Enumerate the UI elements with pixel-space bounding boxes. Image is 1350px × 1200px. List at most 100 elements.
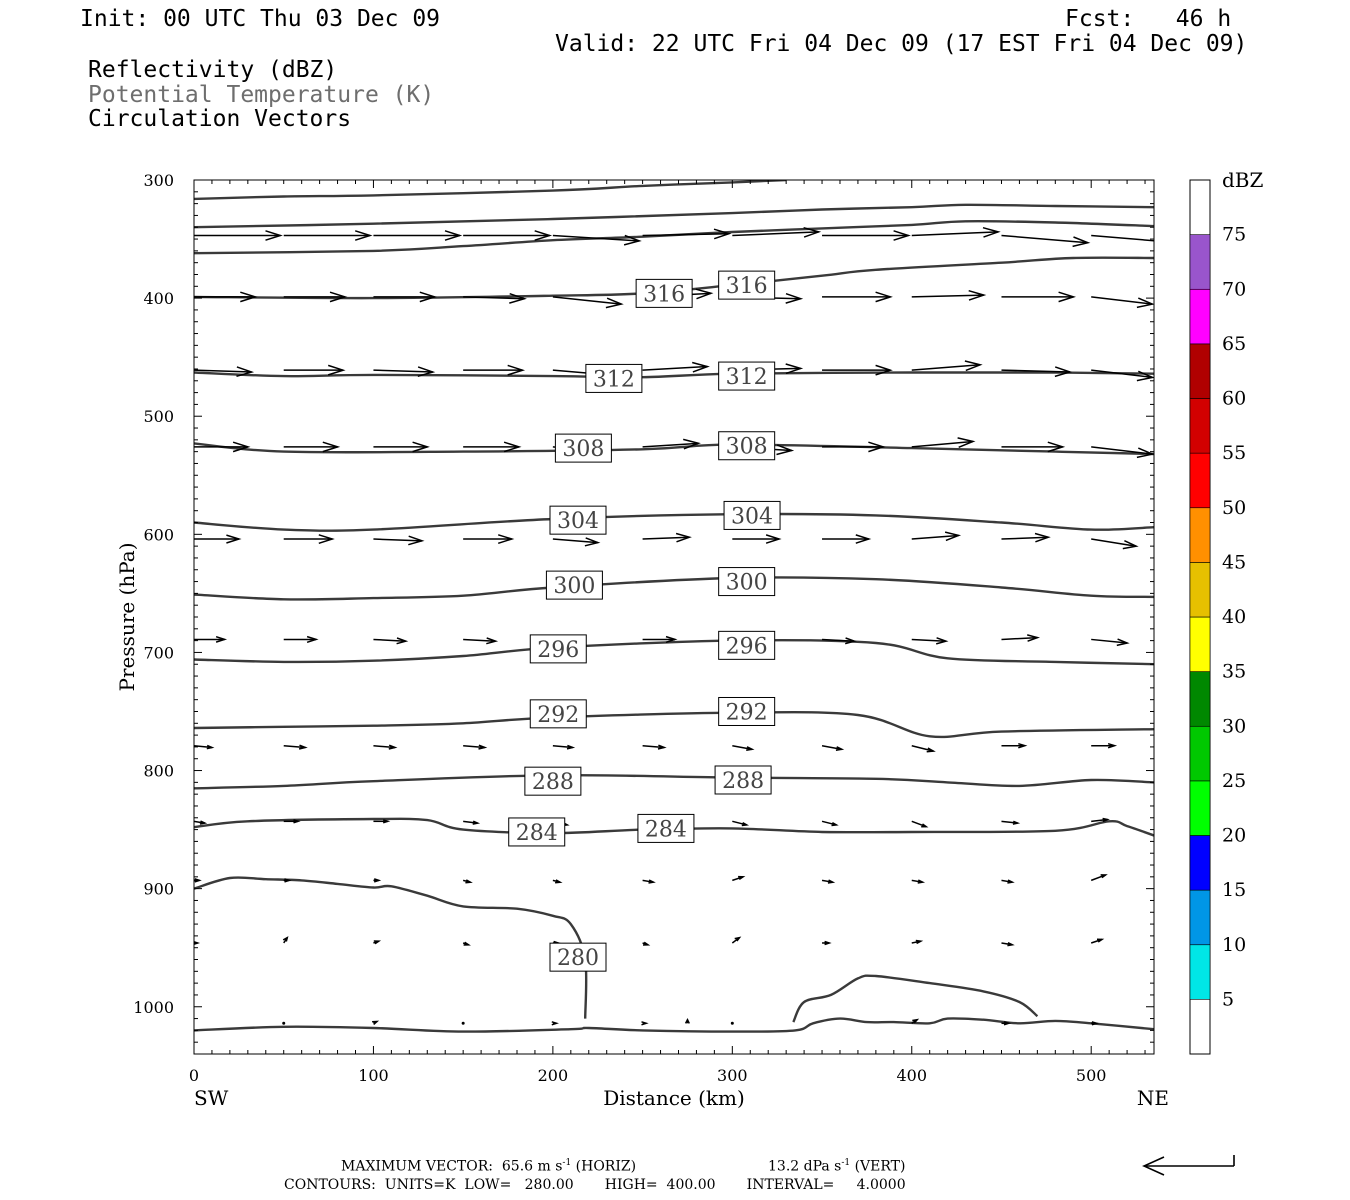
vector-head [322,441,341,453]
vector-head [240,291,258,303]
vector-head [915,939,924,945]
vector-head [1100,874,1108,879]
vector-arrow [373,637,409,645]
vector-arrow [463,820,481,825]
vector-head [534,230,553,241]
vector-arrow [463,292,527,304]
vector-arrow [283,441,341,453]
y-tick-label: 600 [143,525,174,544]
vector-shaft [911,534,959,540]
vector-arrow [461,1021,465,1025]
vector-head [478,744,488,750]
theta-contour-288 [194,774,1154,790]
vector-head [623,234,642,246]
theta-contour-280 [194,1017,1154,1033]
contour-label-text: 300 [553,574,595,599]
theta-contour-280 [792,974,1039,1023]
colorbar-swatch [1189,562,1211,618]
vector-arrow [194,534,242,544]
contour-label: 300 [545,570,603,600]
vector-arrow [463,534,515,545]
colorbar-swatch [1189,889,1211,946]
vector-head [1027,634,1041,642]
vector-head [354,230,373,241]
vector-head [964,360,983,372]
vector-head [1136,447,1154,459]
vector-arrow [373,230,463,241]
contour-label-text: 304 [557,509,599,534]
vector-arrow [911,360,983,372]
vector-arrow [911,879,926,884]
vector-head [738,875,746,881]
contour-label-box [635,278,693,308]
contour-label-box [718,696,776,726]
vector-arrow [462,941,471,946]
contour-label-text: 304 [731,504,773,529]
vert-tag: (VERT) [854,1158,906,1175]
contour-info: CONTOURS: UNITS=K LOW= 280.00 HIGH= 400.… [284,1177,906,1193]
vector-arrow [822,441,886,453]
vector-head [1116,638,1130,647]
vector-head [232,441,251,453]
vector-head [373,878,382,883]
vector-arrow [194,366,255,378]
vector-shaft [1001,369,1070,373]
vector-arrow [1001,942,1015,947]
contour-label-box [718,567,776,597]
vector-head [206,744,215,750]
vector-shaft [911,231,999,237]
contour-label-box [718,361,776,391]
vector-head [372,1020,380,1026]
vector-arrow [911,745,936,753]
contour-label-text: 312 [593,367,635,392]
vector-arrow [822,940,832,946]
vector-head [1162,237,1177,246]
contour-label: 304 [549,505,607,535]
vector-head [741,821,750,827]
vector-arrow [1091,234,1177,246]
colorbar-swatch [1189,288,1211,345]
vector-head [734,936,742,942]
vector-head [713,228,732,240]
colorbar-level-label: 25 [1222,770,1246,792]
contour-label: 312 [718,361,776,391]
vector-head [373,940,382,945]
vector-arrow [283,364,346,376]
vector-head [684,1018,690,1024]
vector-head [936,637,949,645]
vector-shaft [463,744,485,749]
vector-arrow [283,230,373,241]
vector-head [855,534,872,544]
contour-label-text: 292 [537,703,579,728]
vector-head [776,444,795,456]
vector-shaft [552,296,622,305]
contour-label-box [545,570,603,600]
vector-arrow [911,820,929,828]
vector-head [1034,532,1051,543]
vector-head [507,364,526,376]
max-vector-horiz-value: MAXIMUM VECTOR: 65.6 m s [341,1158,563,1175]
vector-arrow [1001,234,1091,248]
field-label-theta: Potential Temperature (K) [88,82,435,108]
init-time: Init: 00 UTC Thu 03 Dec 09 [80,6,441,32]
contour-label-box [529,699,587,729]
vector-arrow [1091,538,1139,550]
vector-head [1058,291,1076,303]
vector-arrow [373,878,382,883]
x-tick-label: 300 [717,1066,748,1085]
vector-head [1047,441,1066,453]
colorbar-level-label: 50 [1222,497,1246,519]
vector-head [765,534,782,544]
theta-contours [194,180,1154,1033]
vector-arrow [373,744,398,750]
vector-arrow [463,441,522,453]
vector-head [497,534,515,545]
vector-arrow [911,1018,920,1024]
contour-label-text: 284 [645,817,687,842]
vector-arrow [552,537,601,547]
vector-head [657,744,667,750]
vector-head [692,361,710,373]
vector-arrow [463,230,553,241]
vector-head [1136,297,1154,309]
